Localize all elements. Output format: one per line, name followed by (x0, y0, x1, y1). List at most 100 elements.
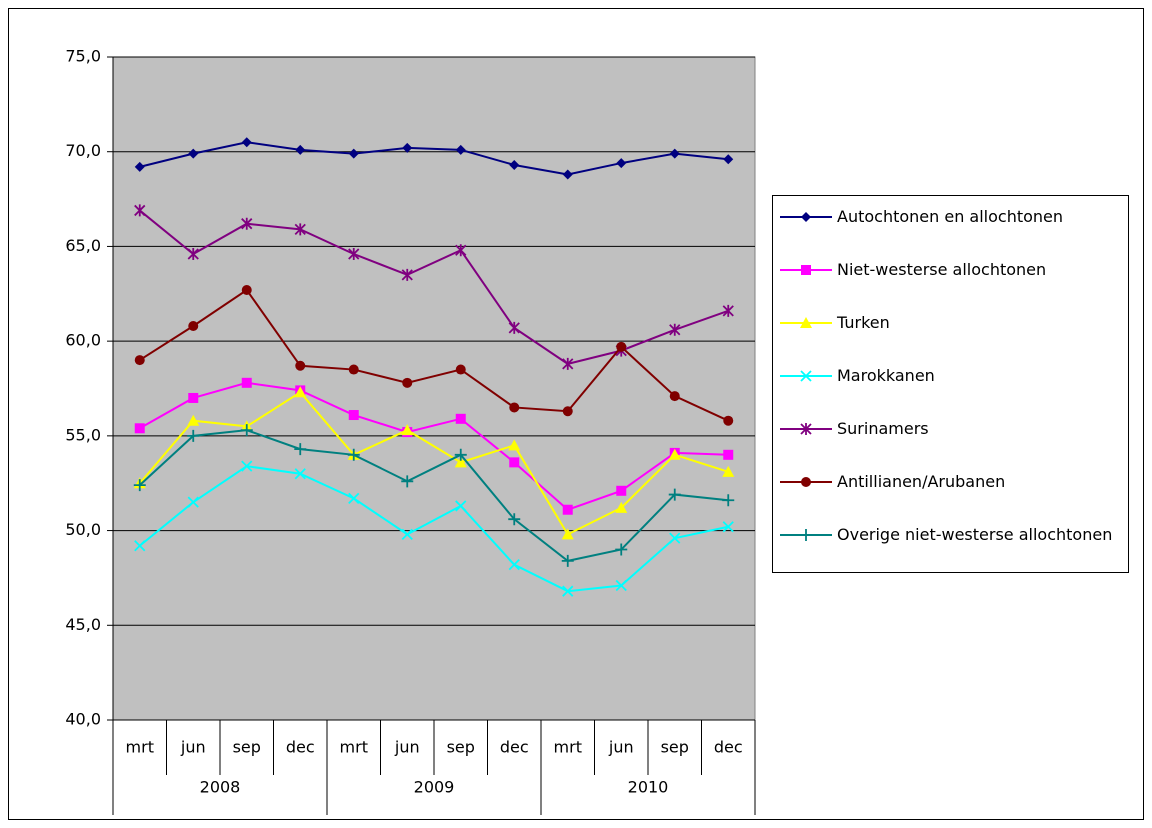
group-label: 2010 (628, 778, 669, 797)
marker (562, 169, 573, 180)
marker (401, 475, 414, 488)
legend-label: Overige niet-westerse allochtonen (837, 525, 1113, 544)
marker (348, 248, 360, 261)
marker (241, 284, 252, 295)
legend-swatch (780, 265, 832, 275)
marker (188, 392, 199, 403)
marker (455, 364, 466, 375)
series-line (139, 429, 729, 562)
marker (348, 410, 359, 421)
legend-label: Niet-westerse allochtonen (837, 260, 1047, 279)
marker (454, 456, 467, 468)
x-tick-label: sep (233, 738, 261, 757)
marker (800, 370, 812, 382)
marker (562, 585, 574, 597)
marker (800, 529, 812, 541)
legend-entry: Antillianen/Arubanen (773, 471, 1128, 524)
marker (722, 465, 735, 477)
marker (509, 457, 520, 468)
x-tick-label: sep (661, 738, 689, 757)
legend-label: Marokkanen (837, 366, 935, 385)
marker (723, 415, 734, 426)
marker (401, 268, 413, 281)
marker (294, 443, 307, 456)
marker (294, 468, 306, 480)
chart-border (8, 8, 1144, 820)
legend-label: Surinamers (837, 419, 929, 438)
marker (241, 460, 253, 472)
marker (722, 521, 734, 533)
series-line (139, 465, 729, 593)
x-tick-label: jun (608, 738, 634, 757)
marker (669, 148, 680, 159)
marker (669, 323, 681, 336)
y-tick-label: 65,0 (65, 236, 101, 255)
marker (668, 488, 681, 501)
marker (561, 528, 574, 540)
marker (240, 424, 253, 437)
x-tick-label: mrt (340, 738, 368, 757)
marker (616, 341, 627, 352)
marker (616, 485, 627, 496)
marker (134, 423, 145, 434)
marker (722, 494, 735, 507)
marker (241, 217, 253, 230)
marker (722, 304, 734, 317)
marker (508, 321, 520, 334)
marker (347, 448, 360, 461)
marker (188, 148, 199, 159)
marker (401, 528, 413, 540)
marker (562, 357, 574, 370)
legend-entry: Niet-westerse allochtonen (773, 259, 1128, 312)
legend-label: Autochtonen en allochtonen (837, 207, 1064, 226)
marker (562, 406, 573, 417)
marker (616, 158, 627, 169)
marker (134, 355, 145, 366)
legend-entry: Surinamers (773, 418, 1128, 471)
legend-label: Turken (837, 313, 890, 332)
marker (187, 429, 200, 442)
marker (134, 204, 146, 217)
x-tick-label: dec (286, 738, 315, 757)
legend-swatch (780, 212, 832, 222)
x-tick-label: mrt (554, 738, 582, 757)
marker (801, 265, 811, 275)
series-line (139, 141, 729, 176)
marker (187, 496, 199, 508)
group-label: 2009 (414, 778, 455, 797)
legend-entry: Autochtonen en allochtonen (773, 206, 1128, 259)
x-tick-label: sep (447, 738, 475, 757)
marker (455, 144, 466, 155)
marker (615, 543, 628, 556)
legend: Autochtonen en allochtonen Niet-westerse … (772, 195, 1129, 573)
marker (187, 414, 200, 426)
legend-entry: Marokkanen (773, 365, 1128, 418)
y-tick-label: 60,0 (65, 331, 101, 350)
x-tick-label: mrt (126, 738, 154, 757)
series-line (138, 390, 729, 536)
marker (615, 501, 628, 513)
x-tick-label: jun (394, 738, 420, 757)
marker (134, 540, 146, 552)
marker (508, 513, 521, 526)
x-tick-label: jun (180, 738, 206, 757)
series-line (139, 209, 729, 365)
y-tick-label: 45,0 (65, 615, 101, 634)
marker (509, 159, 520, 170)
marker (188, 320, 199, 331)
marker (801, 212, 811, 222)
y-tick-label: 75,0 (65, 47, 101, 66)
marker (295, 144, 306, 155)
marker (800, 423, 812, 435)
y-tick-label: 40,0 (65, 710, 101, 729)
legend-swatch (780, 477, 832, 487)
marker (401, 424, 414, 436)
legend-swatch (780, 370, 832, 382)
marker (801, 477, 811, 487)
marker (295, 360, 306, 371)
marker (800, 317, 812, 328)
legend-swatch (780, 529, 832, 541)
legend-swatch (780, 423, 832, 435)
